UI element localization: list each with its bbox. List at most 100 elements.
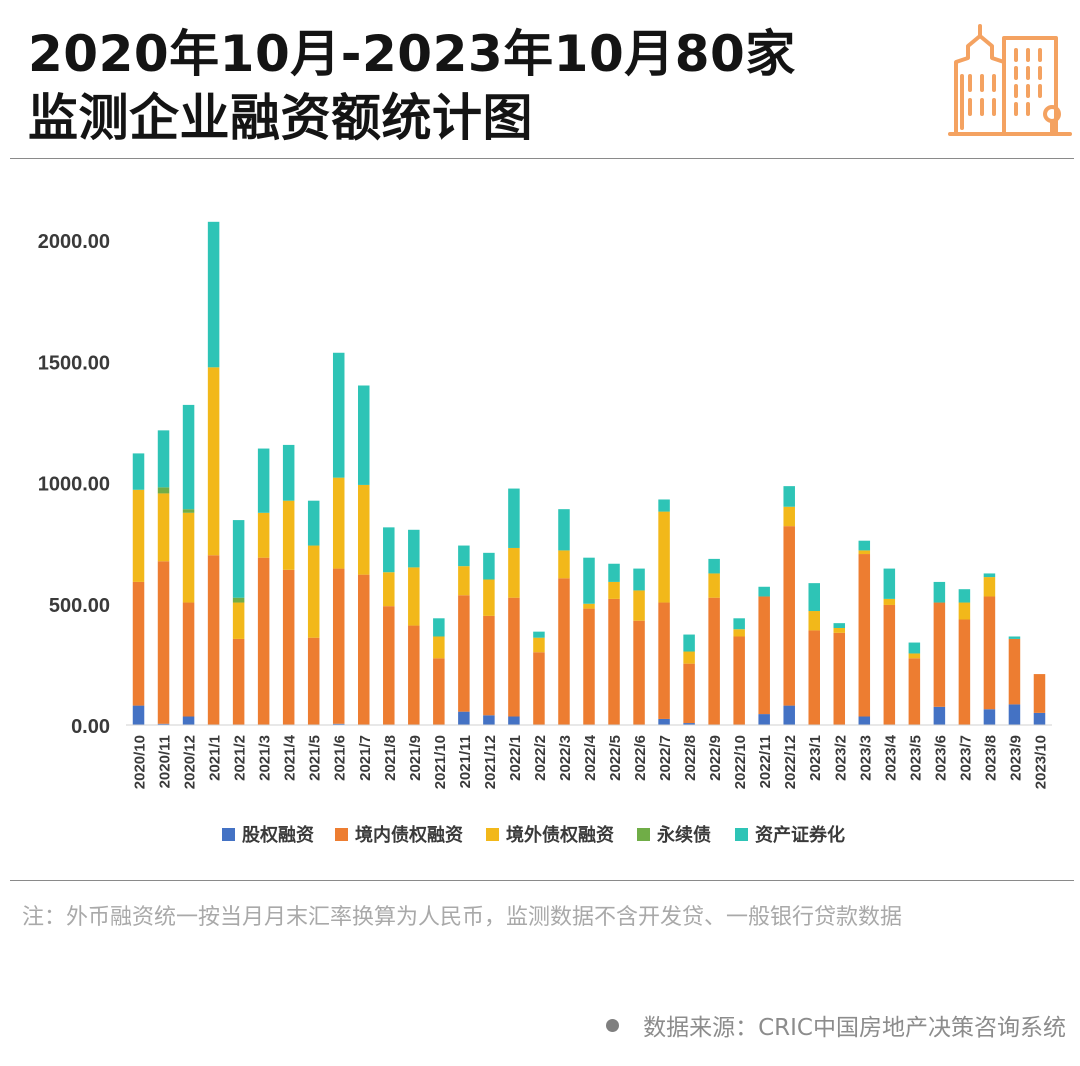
building-icon (948, 24, 1072, 136)
bar-segment-2021-9-s1 (408, 625, 420, 725)
y-axis: 0.00 500.00 1000.00 1500.00 2000.00 (38, 231, 110, 738)
bar-segment-2023-1-s1 (808, 630, 820, 725)
bar-segment-2021-6-s2 (332, 477, 345, 569)
bar-segment-2021-10-s1 (433, 658, 445, 725)
bar-segment-2022-4-s1 (583, 608, 595, 725)
bar-segment-2023-3-s1 (858, 554, 871, 717)
chart-title: 2020年10月-2023年10月80家 监测企业融资额统计图 (28, 22, 796, 150)
bar-segment-2022-3-s1 (558, 578, 570, 725)
legend-swatch (486, 828, 499, 841)
x-tick-label: 2022/9 (707, 735, 724, 781)
bar-segment-2022-5-s2 (608, 581, 620, 599)
x-tick-label: 2023/6 (932, 735, 949, 781)
bar-segment-2023-2-s4 (833, 623, 846, 628)
bar-segment-2020-10-s0 (132, 705, 145, 725)
bar-segment-2021-12-s2 (483, 579, 495, 616)
bar-segment-2022-2-s2 (533, 637, 545, 653)
bar-segment-2021-1-s2 (207, 367, 220, 556)
bar-segment-2020-12-s1 (182, 602, 195, 717)
bar-segment-2021-8-s4 (383, 527, 395, 573)
bar-segment-2023-4-s4 (883, 568, 896, 599)
bar-segment-2022-10-s1 (733, 636, 745, 725)
bar-segment-2020-11-s0 (157, 723, 170, 725)
bar-segment-2020-12-s3 (182, 509, 195, 513)
bar-segment-2022-1-s4 (508, 488, 520, 548)
legend-swatch (335, 828, 348, 841)
bar-segment-2021-2-s2 (232, 602, 245, 639)
bar-segment-2023-4-s2 (883, 598, 896, 605)
bar-segment-2023-3-s2 (858, 550, 871, 555)
bar-segment-2020-10-s1 (132, 581, 145, 706)
title-divider (10, 158, 1074, 159)
y-tick-label: 2000.00 (38, 231, 110, 253)
bar-segment-2022-2-s4 (533, 631, 545, 638)
x-tick-label: 2021/3 (257, 735, 274, 781)
bar-segment-2022-8-s0 (683, 723, 695, 725)
x-tick-label: 2021/9 (407, 735, 424, 781)
x-tick-label: 2021/2 (232, 735, 249, 781)
bar-segment-2023-3-s4 (858, 540, 871, 551)
bar-segment-2022-9-s4 (708, 558, 720, 574)
bar-segment-2023-8-s0 (983, 709, 996, 725)
bar-segment-2022-12-s2 (783, 506, 795, 527)
x-tick-label: 2021/5 (307, 735, 324, 781)
title-line-2: 监测企业融资额统计图 (28, 89, 533, 147)
bar-segment-2022-11-s4 (758, 586, 770, 597)
x-tick-label: 2020/12 (182, 735, 199, 789)
bar-segment-2023-6-s1 (933, 602, 946, 707)
bar-segment-2022-8-s2 (683, 651, 695, 664)
bar-segment-2022-8-s4 (683, 634, 695, 652)
bar-segment-2022-5-s4 (608, 563, 620, 582)
bar-segment-2021-1-s1 (207, 555, 220, 725)
bar-segment-2021-3-s4 (257, 448, 270, 513)
legend-swatch (222, 828, 235, 841)
x-axis: 2020/10 2020/11 2020/12 2021/1 2021/2 2021/3 2… (132, 734, 1050, 789)
bar-segment-2023-9-s1 (1008, 638, 1021, 705)
x-tick-label: 2023/9 (1007, 735, 1024, 781)
bar-segment-2022-7-s4 (658, 499, 670, 512)
bar-segment-2021-3-s2 (257, 512, 270, 558)
bar-segment-2023-8-s4 (983, 573, 996, 578)
bar-segment-2021-9-s4 (408, 529, 420, 568)
bar-segment-2021-11-s1 (458, 595, 470, 712)
x-tick-label: 2022/2 (532, 735, 549, 781)
x-tick-label: 2020/10 (132, 735, 149, 789)
bar-segment-2021-6-s4 (332, 352, 345, 478)
x-tick-label: 2023/2 (832, 735, 849, 781)
x-tick-label: 2022/8 (682, 735, 699, 781)
x-tick-label: 2022/3 (557, 735, 574, 781)
legend-swatch (735, 828, 748, 841)
x-tick-label: 2021/1 (207, 735, 224, 781)
bar-segment-2021-12-s4 (483, 552, 495, 580)
x-tick-label: 2020/11 (157, 735, 174, 788)
bar-segment-2020-11-s4 (157, 430, 170, 488)
bar-segment-2021-5-s4 (307, 500, 320, 546)
x-tick-label: 2022/4 (582, 734, 599, 781)
bar-segment-2023-2-s2 (833, 628, 846, 633)
bar-segment-2022-1-s1 (508, 597, 520, 717)
bar-segment-2022-12-s1 (783, 526, 795, 706)
bar-segment-2023-6-s4 (933, 581, 946, 603)
legend-label: 股权融资 (241, 824, 314, 846)
legend-label: 资产证券化 (755, 824, 845, 846)
x-tick-label: 2023/8 (982, 735, 999, 781)
bar-segment-2021-8-s1 (383, 606, 395, 725)
bar-segment-2021-6-s0 (332, 723, 345, 725)
bar-segment-2020-10-s4 (132, 453, 145, 490)
bar-segment-2022-7-s1 (658, 602, 670, 719)
x-tick-label: 2022/5 (607, 735, 624, 781)
x-tick-label: 2023/1 (807, 735, 824, 781)
bar-segment-2020-12-s2 (182, 512, 195, 603)
bar-segment-2022-9-s2 (708, 573, 720, 598)
bar-segment-2021-3-s1 (257, 557, 270, 725)
footnote-divider (10, 880, 1074, 881)
y-tick-label: 1500.00 (38, 352, 110, 374)
footnote: 注：外币融资统一按当月月末汇率换算为人民币，监测数据不含开发贷、一般银行贷款数据 (22, 905, 903, 930)
bar-segment-2021-11-s0 (458, 711, 470, 725)
bar-segment-2023-7-s4 (958, 589, 971, 603)
x-tick-label: 2021/8 (382, 735, 399, 781)
bar-segment-2023-8-s2 (983, 577, 996, 597)
bar-segment-2021-4-s4 (282, 444, 295, 501)
bar-segment-2020-10-s2 (132, 489, 145, 582)
bar-segment-2023-1-s4 (808, 583, 820, 612)
